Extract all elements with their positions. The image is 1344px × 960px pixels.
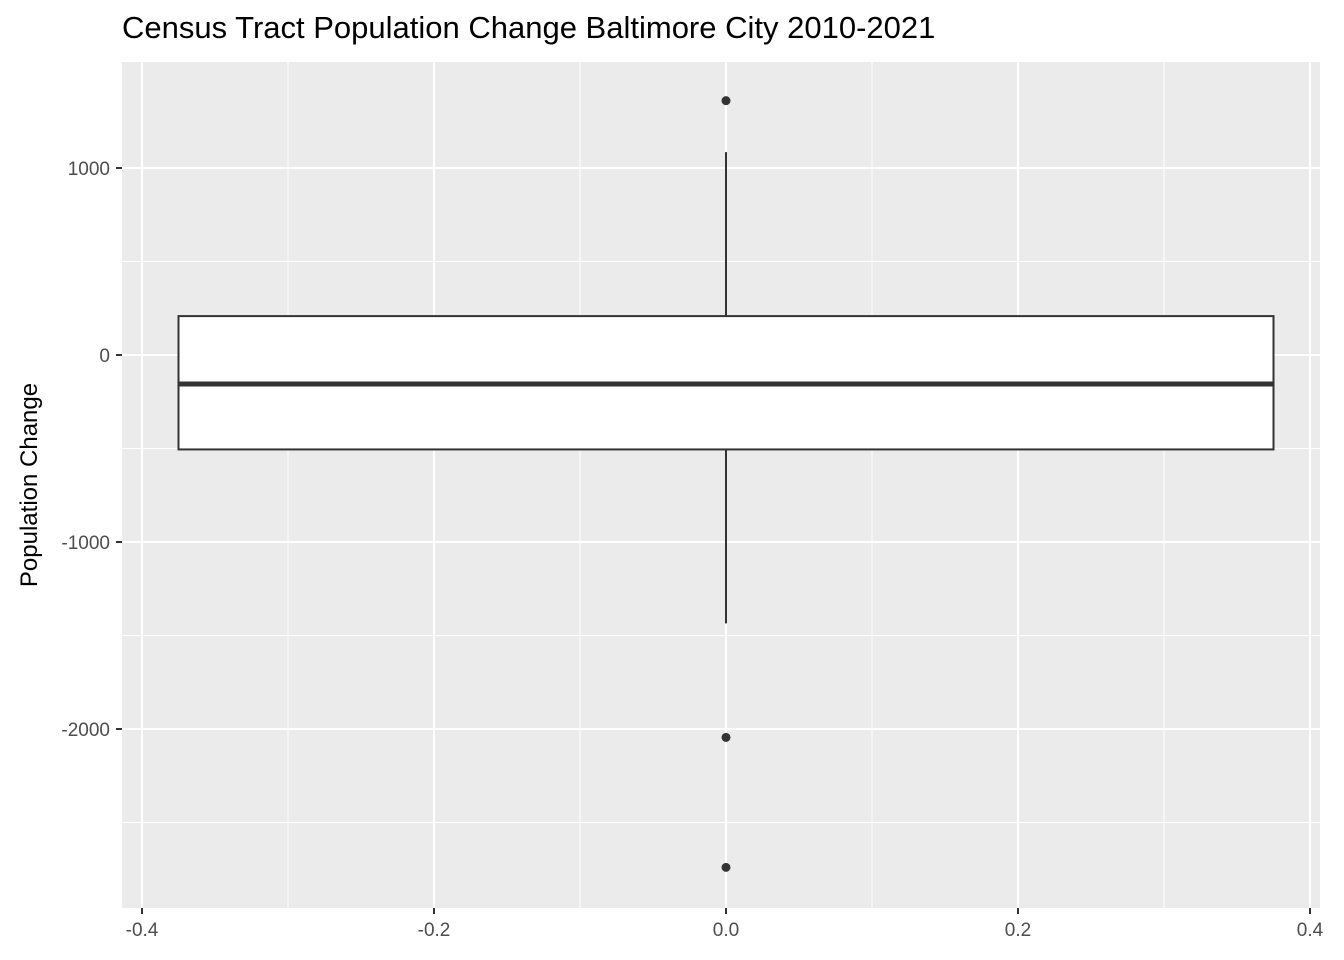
- x-tick-label: 0.0: [713, 920, 739, 941]
- x-tick-label: -0.4: [126, 920, 159, 941]
- outlier-point: [721, 862, 731, 872]
- axes: -0.4 -0.2 0.0 0.2 0.4 -2000 -1000 0 1000 Populati…: [16, 159, 1324, 941]
- panel-background: [122, 62, 1320, 908]
- chart-marks: [177, 96, 1275, 872]
- x-tick-label: -0.2: [418, 920, 451, 941]
- y-tick-label: 1000: [68, 159, 110, 180]
- x-tick-label: 0.4: [1297, 920, 1324, 941]
- x-tick-label: 0.2: [1005, 920, 1031, 941]
- plot-panel: [122, 62, 1320, 908]
- outlier-point: [721, 96, 731, 106]
- y-tick-label: 0: [99, 346, 110, 367]
- y-axis-title: Population Change: [16, 383, 43, 587]
- outlier-point: [721, 732, 731, 742]
- y-tick-label: -1000: [61, 533, 110, 554]
- y-tick-label: -2000: [61, 720, 110, 741]
- chart-title: Census Tract Population Change Baltimore…: [122, 10, 936, 45]
